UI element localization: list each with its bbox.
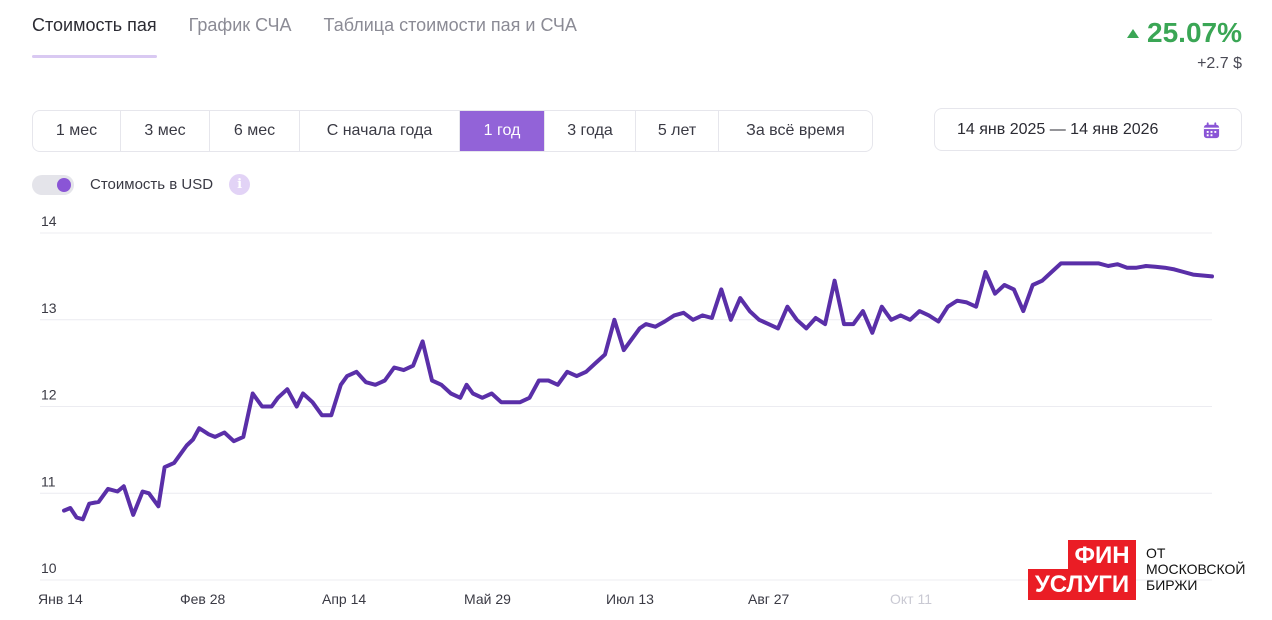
tab-price-table[interactable]: Таблица стоимости пая и СЧА — [323, 15, 577, 35]
period-3-years[interactable]: 3 года — [545, 111, 636, 151]
period-selector: 1 мес 3 мес 6 мес С начала года 1 год 3 … — [32, 110, 873, 152]
calendar-icon — [1203, 122, 1220, 139]
period-1-year[interactable]: 1 год — [460, 111, 545, 151]
x-tick-label: Апр 14 — [322, 591, 366, 607]
triangle-up-icon — [1127, 28, 1140, 38]
logo-line-2: УСЛУГИ — [1028, 569, 1136, 600]
period-1-month[interactable]: 1 мес — [33, 111, 121, 151]
date-range-label: 14 янв 2025 — 14 янв 2026 — [957, 120, 1159, 138]
logo-line-1: ФИН — [1068, 540, 1136, 571]
y-tick-label: 13 — [41, 300, 57, 316]
finuslugi-logo: ФИН УСЛУГИ ОТ МОСКОВСКОЙ БИРЖИ — [1028, 540, 1268, 600]
x-tick-label: Фев 28 — [180, 591, 226, 607]
info-icon-glyph: i — [237, 177, 243, 192]
tab-bar: Стоимость пая График СЧА Таблица стоимос… — [32, 0, 609, 60]
x-tick-label: Май 29 — [464, 591, 511, 607]
logo-mark: ФИН УСЛУГИ — [1028, 540, 1136, 600]
tab-nav-chart[interactable]: График СЧА — [188, 15, 292, 35]
x-tick-label: Авг 27 — [748, 591, 790, 607]
change-percent-row: 25.07% — [1127, 17, 1242, 49]
usd-toggle[interactable] — [32, 174, 74, 195]
y-tick-label: 14 — [41, 213, 57, 229]
date-range-picker[interactable]: 14 янв 2025 — 14 янв 2026 — [934, 108, 1242, 151]
usd-toggle-row: Стоимость в USD i — [32, 174, 251, 195]
x-tick-label: Окт 11 — [890, 591, 932, 607]
y-tick-label: 11 — [41, 473, 56, 489]
series-line — [62, 261, 1214, 522]
period-all-time[interactable]: За всё время — [746, 122, 845, 139]
period-3-months[interactable]: 3 мес — [121, 111, 210, 151]
info-icon[interactable]: i — [229, 174, 251, 195]
toggle-knob — [57, 177, 71, 192]
logo-caption-line: ОТ — [1146, 545, 1166, 561]
change-absolute: +2.7 $ — [1197, 55, 1242, 72]
change-percent: 25.07% — [1147, 17, 1242, 48]
unit-price-chart: 10 11 12 13 14 Янв 14 Фев 28 Апр 14 Май 29 Июл 13… — [38, 213, 1214, 607]
period-6-months[interactable]: 6 мес — [210, 111, 300, 151]
x-tick-label: Янв 14 — [38, 591, 83, 607]
logo-caption: ОТ МОСКОВСКОЙ БИРЖИ — [1146, 545, 1245, 593]
period-5-years[interactable]: 5 лет — [636, 111, 719, 151]
usd-toggle-label: Стоимость в USD — [90, 176, 214, 193]
change-summary: 25.07% +2.7 $ — [1127, 17, 1242, 73]
tab-unit-price[interactable]: Стоимость пая — [32, 0, 157, 58]
y-tick-label: 10 — [41, 560, 57, 576]
logo-caption-line: МОСКОВСКОЙ — [1146, 561, 1246, 577]
y-tick-label: 12 — [41, 387, 57, 403]
logo-caption-line: БИРЖИ — [1146, 577, 1198, 593]
x-tick-label: Июл 13 — [606, 591, 654, 607]
period-ytd[interactable]: С начала года — [300, 111, 460, 151]
